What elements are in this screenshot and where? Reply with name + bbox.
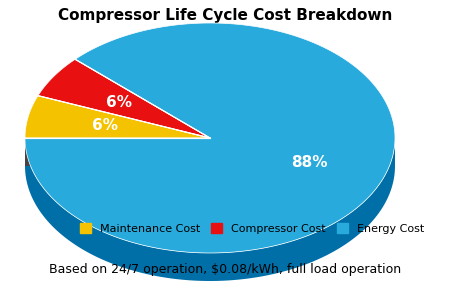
Polygon shape <box>25 23 395 253</box>
Polygon shape <box>25 138 395 281</box>
Polygon shape <box>38 59 210 138</box>
Polygon shape <box>25 138 210 166</box>
Text: 6%: 6% <box>92 118 117 133</box>
Text: Based on 24/7 operation, $0.08/kWh, full load operation: Based on 24/7 operation, $0.08/kWh, full… <box>49 263 401 276</box>
Text: Compressor Life Cycle Cost Breakdown: Compressor Life Cycle Cost Breakdown <box>58 8 392 23</box>
Polygon shape <box>25 96 210 138</box>
Text: 88%: 88% <box>292 155 328 170</box>
Legend: Maintenance Cost, Compressor Cost, Energy Cost: Maintenance Cost, Compressor Cost, Energ… <box>76 219 429 239</box>
Text: 6%: 6% <box>106 95 132 110</box>
